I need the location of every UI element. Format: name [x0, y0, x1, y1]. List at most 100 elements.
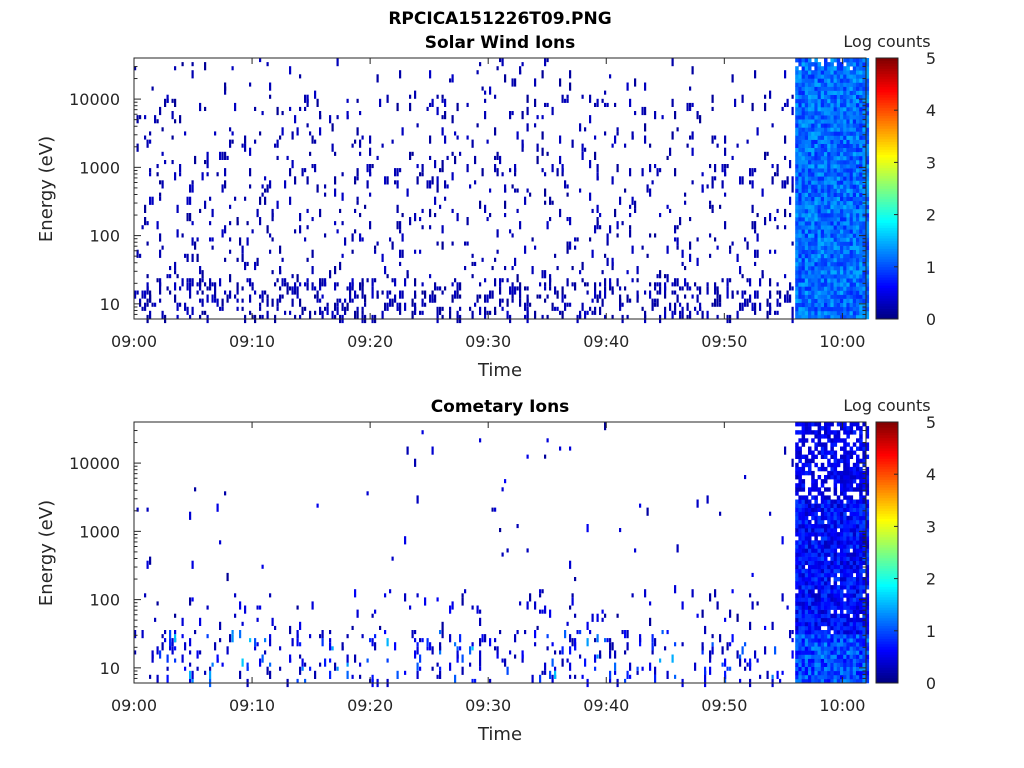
spectrogram-cell — [524, 245, 527, 254]
spectrogram-cell — [444, 98, 447, 107]
spectrogram-cell — [709, 253, 712, 258]
spectrogram-cell — [798, 147, 802, 153]
spectrogram-cell — [764, 625, 767, 630]
spectrogram-cell — [804, 86, 809, 91]
spectrogram-cell — [804, 638, 809, 643]
spectrogram-cell — [798, 217, 802, 222]
spectrogram-cell — [456, 213, 459, 222]
spectrogram-cell — [376, 241, 379, 246]
spectrogram-cell — [862, 475, 866, 480]
spectrogram-cell — [865, 164, 870, 169]
spectrogram-cell — [609, 650, 612, 659]
spectrogram-cell — [501, 552, 504, 557]
spectrogram-cell — [811, 196, 815, 202]
spectrogram-cell — [820, 66, 825, 71]
spectrogram-cell — [817, 168, 822, 173]
spectrogram-cell — [291, 286, 294, 295]
spectrogram-cell — [629, 298, 632, 303]
spectrogram-cell — [830, 123, 834, 128]
spectrogram-cell — [808, 507, 812, 512]
spectrogram-cell — [865, 123, 870, 128]
spectrogram-cell — [804, 168, 809, 173]
spectrogram-cell — [808, 278, 812, 283]
spectrogram-cell — [534, 245, 537, 250]
spectrogram-cell — [714, 282, 717, 291]
spectrogram-cell — [354, 589, 357, 598]
spectrogram-cell — [836, 532, 841, 537]
spectrogram-cell — [865, 625, 870, 631]
y-axis-label: Energy (eV) — [36, 136, 57, 242]
spectrogram-cell — [804, 237, 809, 242]
spectrogram-cell — [846, 483, 850, 488]
spectrogram-cell — [824, 479, 828, 484]
spectrogram-cell — [709, 204, 712, 209]
spectrogram-cell — [574, 282, 577, 291]
colorbar-segment — [876, 91, 898, 95]
spectrogram-cell — [856, 225, 860, 230]
spectrogram-cell — [836, 556, 841, 561]
spectrogram-cell — [759, 674, 762, 679]
spectrogram-cell — [827, 654, 831, 659]
spectrogram-cell — [843, 192, 847, 197]
spectrogram-cell — [801, 127, 806, 132]
spectrogram-cell — [784, 180, 787, 189]
spectrogram-cell — [795, 249, 799, 255]
spectrogram-cell — [865, 646, 870, 651]
spectrogram-cell — [862, 609, 866, 614]
spectrogram-cell — [798, 225, 802, 230]
spectrogram-cell — [791, 306, 794, 315]
spectrogram-cell — [781, 180, 784, 189]
colorbar-segment — [876, 505, 898, 509]
spectrogram-cell — [820, 434, 825, 439]
spectrogram-cell — [808, 487, 812, 492]
spectrogram-cell — [811, 106, 815, 112]
spectrogram-cell — [830, 127, 834, 132]
spectrogram-cell — [334, 282, 337, 291]
spectrogram-cell — [833, 462, 838, 468]
spectrogram-cell — [244, 261, 247, 271]
spectrogram-cell — [833, 225, 838, 230]
spectrogram-cell — [209, 237, 212, 242]
spectrogram-cell — [827, 282, 831, 287]
spectrogram-cell — [846, 487, 850, 492]
spectrogram-cell — [833, 507, 838, 512]
spectrogram-cell — [574, 642, 577, 651]
spectrogram-cell — [214, 282, 217, 291]
spectrogram-cell — [856, 605, 860, 610]
spectrogram-cell — [836, 115, 841, 120]
spectrogram-cell — [865, 253, 870, 259]
spectrogram-cell — [856, 98, 860, 104]
colorbar-segment — [876, 497, 898, 501]
spectrogram-cell — [689, 217, 692, 222]
spectrogram-cell — [836, 462, 841, 468]
spectrogram-cell — [486, 310, 489, 315]
spectrogram-cell — [856, 548, 860, 553]
spectrogram-cell — [830, 249, 834, 255]
spectrogram-cell — [833, 511, 838, 517]
spectrogram-cell — [136, 115, 139, 124]
spectrogram-cell — [840, 568, 844, 574]
colorbar-segment — [876, 589, 898, 593]
spectrogram-cell — [849, 536, 854, 541]
spectrogram-cell — [865, 540, 870, 545]
spectrogram-cell — [824, 168, 828, 173]
spectrogram-cell — [636, 290, 639, 299]
spectrogram-cell — [798, 454, 802, 459]
spectrogram-cell — [859, 466, 863, 472]
spectrogram-cell — [820, 286, 825, 291]
spectrogram-cell — [859, 495, 863, 500]
spectrogram-cell — [214, 298, 217, 303]
spectrogram-cell — [840, 540, 844, 545]
spectrogram-cell — [679, 286, 682, 291]
spectrogram-cell — [820, 70, 825, 75]
spectrogram-cell — [586, 310, 589, 315]
spectrogram-cell — [836, 233, 841, 238]
colorbar-segment — [876, 201, 898, 205]
colorbar-segment — [876, 502, 898, 506]
spectrogram-cell — [454, 290, 457, 299]
colorbar-segment — [876, 313, 898, 317]
spectrogram-cell — [246, 237, 249, 246]
colorbar-segment — [876, 214, 898, 218]
spectrogram-cell — [827, 188, 831, 193]
spectrogram-cell — [184, 253, 187, 258]
